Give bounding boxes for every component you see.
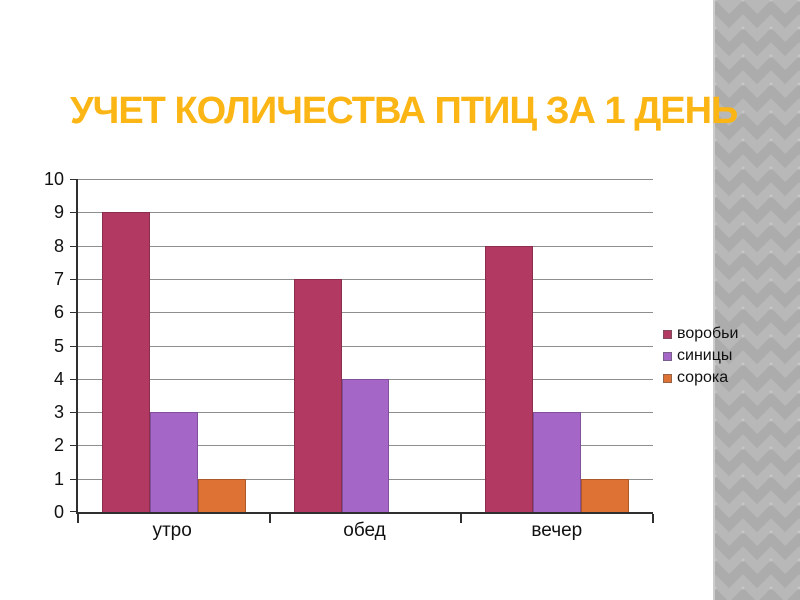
gridline	[78, 345, 653, 347]
y-axis-tick-label: 3	[53, 402, 64, 423]
y-axis-tick	[70, 345, 78, 347]
bar-синицы-вечер	[533, 412, 582, 512]
bar-воробьи-утро	[101, 212, 150, 512]
y-axis-tick-label: 1	[53, 468, 64, 489]
bar-воробьи-вечер	[485, 245, 534, 512]
legend-label: сорока	[677, 369, 729, 386]
bar-синицы-обед	[341, 378, 390, 512]
gridline	[78, 312, 653, 314]
bar-сорока-вечер	[581, 478, 630, 512]
gridline	[78, 278, 653, 280]
y-axis-tick-label: 7	[53, 268, 64, 289]
x-axis-tick	[652, 514, 654, 523]
gridline	[78, 245, 653, 247]
legend-swatch-icon	[663, 373, 672, 383]
y-axis-tick-label: 4	[53, 368, 64, 389]
x-axis-category-label: вечер	[531, 520, 583, 541]
y-axis-tick	[70, 511, 78, 512]
y-axis-tick	[70, 278, 78, 280]
y-axis-tick	[70, 312, 78, 314]
legend-item-синицы: синицы	[663, 345, 738, 367]
y-axis-labels: 0 1 2 3 4 5 6 7 8 9 10	[28, 169, 64, 522]
x-axis-category-label: обед	[343, 520, 386, 541]
y-axis-tick	[70, 378, 78, 380]
bar-синицы-утро	[149, 412, 198, 512]
y-axis-tick	[70, 478, 78, 480]
y-axis-tick-label: 5	[53, 335, 64, 356]
x-axis-tick	[268, 514, 271, 523]
y-axis-tick-label: 6	[53, 302, 64, 323]
y-axis-tick-label: 0	[53, 502, 64, 522]
bar-сорока-утро	[197, 478, 246, 512]
legend-label: воробьи	[677, 325, 739, 342]
bar-воробьи-обед	[293, 278, 342, 512]
gridline	[78, 212, 653, 214]
y-axis-tick	[70, 412, 78, 414]
decorative-argyle-strip	[713, 0, 800, 600]
y-axis-tick-label: 9	[53, 202, 64, 223]
y-axis-tick	[70, 179, 78, 180]
x-axis-tick	[460, 514, 463, 523]
y-axis-tick-label: 8	[53, 235, 64, 256]
x-axis-tick	[77, 514, 79, 523]
x-axis-category-label: утро	[152, 520, 192, 541]
legend-item-воробьи: воробьи	[663, 323, 738, 345]
y-axis-tick	[70, 245, 78, 247]
y-axis-tick	[70, 445, 78, 447]
slide-title: УЧЕТ КОЛИЧЕСТВА ПТИЦ ЗА 1 ДЕНЬ	[70, 90, 738, 132]
legend-swatch-icon	[663, 351, 672, 361]
legend-swatch-icon	[663, 329, 672, 339]
x-axis-labels: утро обед вечер	[76, 519, 653, 543]
y-axis-tick-label: 2	[53, 435, 64, 456]
chart-plot-area	[70, 179, 654, 523]
legend-item-сорока: сорока	[663, 367, 738, 389]
y-axis-tick	[70, 212, 78, 214]
y-axis-tick-label: 10	[43, 169, 64, 189]
legend-label: синицы	[677, 347, 733, 364]
gridline	[78, 179, 653, 180]
chart-legend: воробьи синицы сорока	[663, 323, 738, 389]
